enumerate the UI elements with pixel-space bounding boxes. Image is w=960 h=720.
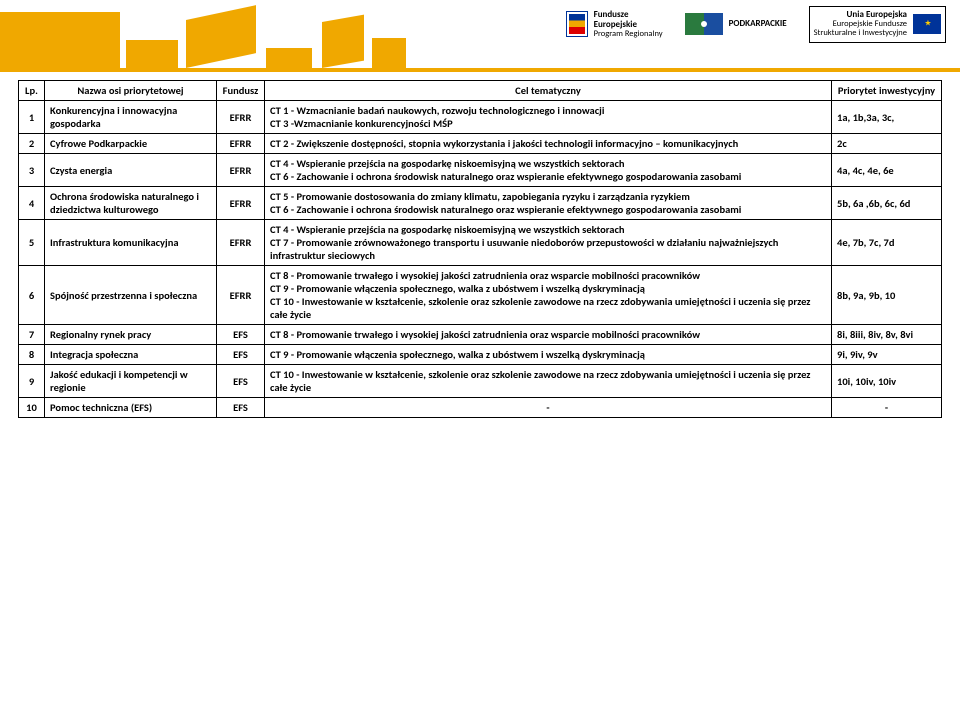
cell-fund: EFS <box>217 398 265 418</box>
cell-nazwa: Ochrona środowiska naturalnego i dziedzi… <box>45 187 217 220</box>
cell-prio: 8b, 9a, 9b, 10 <box>832 266 942 325</box>
cell-nazwa: Cyfrowe Podkarpackie <box>45 134 217 154</box>
cell-fund: EFRR <box>217 220 265 266</box>
cell-cel: - <box>265 398 832 418</box>
table-row: 1Konkurencyjna i innowacyjna gospodarkaE… <box>19 101 942 134</box>
cell-cel: CT 8 - Promowanie trwałego i wysokiej ja… <box>265 266 832 325</box>
col-prio: Priorytet inwestycyjny <box>832 81 942 101</box>
table-container: Lp. Nazwa osi priorytetowej Fundusz Cel … <box>0 72 960 428</box>
table-row: 7Regionalny rynek pracyEFSCT 8 - Promowa… <box>19 325 942 345</box>
cell-nazwa: Integracja społeczna <box>45 345 217 365</box>
cell-prio: 5b, 6a ,6b, 6c, 6d <box>832 187 942 220</box>
podk-text: PODKARPACKIE <box>729 19 787 29</box>
decorative-yellow-shapes <box>0 0 440 68</box>
cell-fund: EFRR <box>217 101 265 134</box>
cell-lp: 3 <box>19 154 45 187</box>
cell-fund: EFS <box>217 345 265 365</box>
cell-lp: 2 <box>19 134 45 154</box>
fe-text-3: Program Regionalny <box>594 29 663 39</box>
fe-icon <box>566 11 588 37</box>
cell-fund: EFS <box>217 365 265 398</box>
logo-unia-europejska: Unia Europejska Europejskie Fundusze Str… <box>809 6 946 43</box>
col-cel: Cel tematyczny <box>265 81 832 101</box>
cell-cel: CT 9 - Promowanie włączenia społecznego,… <box>265 345 832 365</box>
cell-nazwa: Regionalny rynek pracy <box>45 325 217 345</box>
cell-lp: 4 <box>19 187 45 220</box>
cell-cel: CT 8 - Promowanie trwałego i wysokiej ja… <box>265 325 832 345</box>
table-header-row: Lp. Nazwa osi priorytetowej Fundusz Cel … <box>19 81 942 101</box>
cell-prio: 9i, 9iv, 9v <box>832 345 942 365</box>
cell-lp: 5 <box>19 220 45 266</box>
cell-nazwa: Czysta energia <box>45 154 217 187</box>
cell-nazwa: Konkurencyjna i innowacyjna gospodarka <box>45 101 217 134</box>
cell-nazwa: Pomoc techniczna (EFS) <box>45 398 217 418</box>
cell-prio: 2c <box>832 134 942 154</box>
page-header: Fundusze Europejskie Program Regionalny … <box>0 0 960 68</box>
table-row: 4Ochrona środowiska naturalnego i dziedz… <box>19 187 942 220</box>
col-lp: Lp. <box>19 81 45 101</box>
cell-cel: CT 4 - Wspieranie przejścia na gospodark… <box>265 154 832 187</box>
cell-cel: CT 1 - Wzmacnianie badań naukowych, rozw… <box>265 101 832 134</box>
cell-cel: CT 10 - Inwestowanie w kształcenie, szko… <box>265 365 832 398</box>
table-row: 2Cyfrowe PodkarpackieEFRRCT 2 - Zwiększe… <box>19 134 942 154</box>
cell-cel: CT 4 - Wspieranie przejścia na gospodark… <box>265 220 832 266</box>
table-row: 5Infrastruktura komunikacyjnaEFRRCT 4 - … <box>19 220 942 266</box>
cell-fund: EFRR <box>217 134 265 154</box>
col-nazwa: Nazwa osi priorytetowej <box>45 81 217 101</box>
logo-podkarpackie: PODKARPACKIE <box>685 13 787 35</box>
priority-axes-table: Lp. Nazwa osi priorytetowej Fundusz Cel … <box>18 80 942 418</box>
table-row: 9Jakość edukacji i kompetencji w regioni… <box>19 365 942 398</box>
logo-fundusze-europejskie: Fundusze Europejskie Program Regionalny <box>566 10 663 39</box>
table-row: 8Integracja społecznaEFSCT 9 - Promowani… <box>19 345 942 365</box>
cell-prio: 4a, 4c, 4e, 6e <box>832 154 942 187</box>
cell-prio: 8i, 8iii, 8iv, 8v, 8vi <box>832 325 942 345</box>
cell-cel: CT 5 - Promowanie dostosowania do zmiany… <box>265 187 832 220</box>
cell-fund: EFRR <box>217 187 265 220</box>
cell-lp: 1 <box>19 101 45 134</box>
eu-text-3: Strukturalne i Inwestycyjne <box>814 28 907 38</box>
cell-lp: 9 <box>19 365 45 398</box>
cell-lp: 6 <box>19 266 45 325</box>
cell-lp: 7 <box>19 325 45 345</box>
cell-nazwa: Spójność przestrzenna i społeczna <box>45 266 217 325</box>
cell-prio: 1a, 1b,3a, 3c, <box>832 101 942 134</box>
table-row: 3Czysta energiaEFRRCT 4 - Wspieranie prz… <box>19 154 942 187</box>
logo-strip: Fundusze Europejskie Program Regionalny … <box>566 6 946 43</box>
podkarpackie-icon <box>685 13 723 35</box>
cell-fund: EFRR <box>217 266 265 325</box>
cell-prio: 4e, 7b, 7c, 7d <box>832 220 942 266</box>
table-body: 1Konkurencyjna i innowacyjna gospodarkaE… <box>19 101 942 418</box>
cell-prio: 10i, 10iv, 10iv <box>832 365 942 398</box>
eu-flag-icon <box>913 14 941 34</box>
cell-fund: EFRR <box>217 154 265 187</box>
col-fund: Fundusz <box>217 81 265 101</box>
table-row: 6Spójność przestrzenna i społecznaEFRRCT… <box>19 266 942 325</box>
cell-cel: CT 2 - Zwiększenie dostępności, stopnia … <box>265 134 832 154</box>
cell-nazwa: Jakość edukacji i kompetencji w regionie <box>45 365 217 398</box>
cell-nazwa: Infrastruktura komunikacyjna <box>45 220 217 266</box>
table-row: 10Pomoc techniczna (EFS)EFS-- <box>19 398 942 418</box>
cell-prio: - <box>832 398 942 418</box>
cell-lp: 8 <box>19 345 45 365</box>
cell-fund: EFS <box>217 325 265 345</box>
cell-lp: 10 <box>19 398 45 418</box>
